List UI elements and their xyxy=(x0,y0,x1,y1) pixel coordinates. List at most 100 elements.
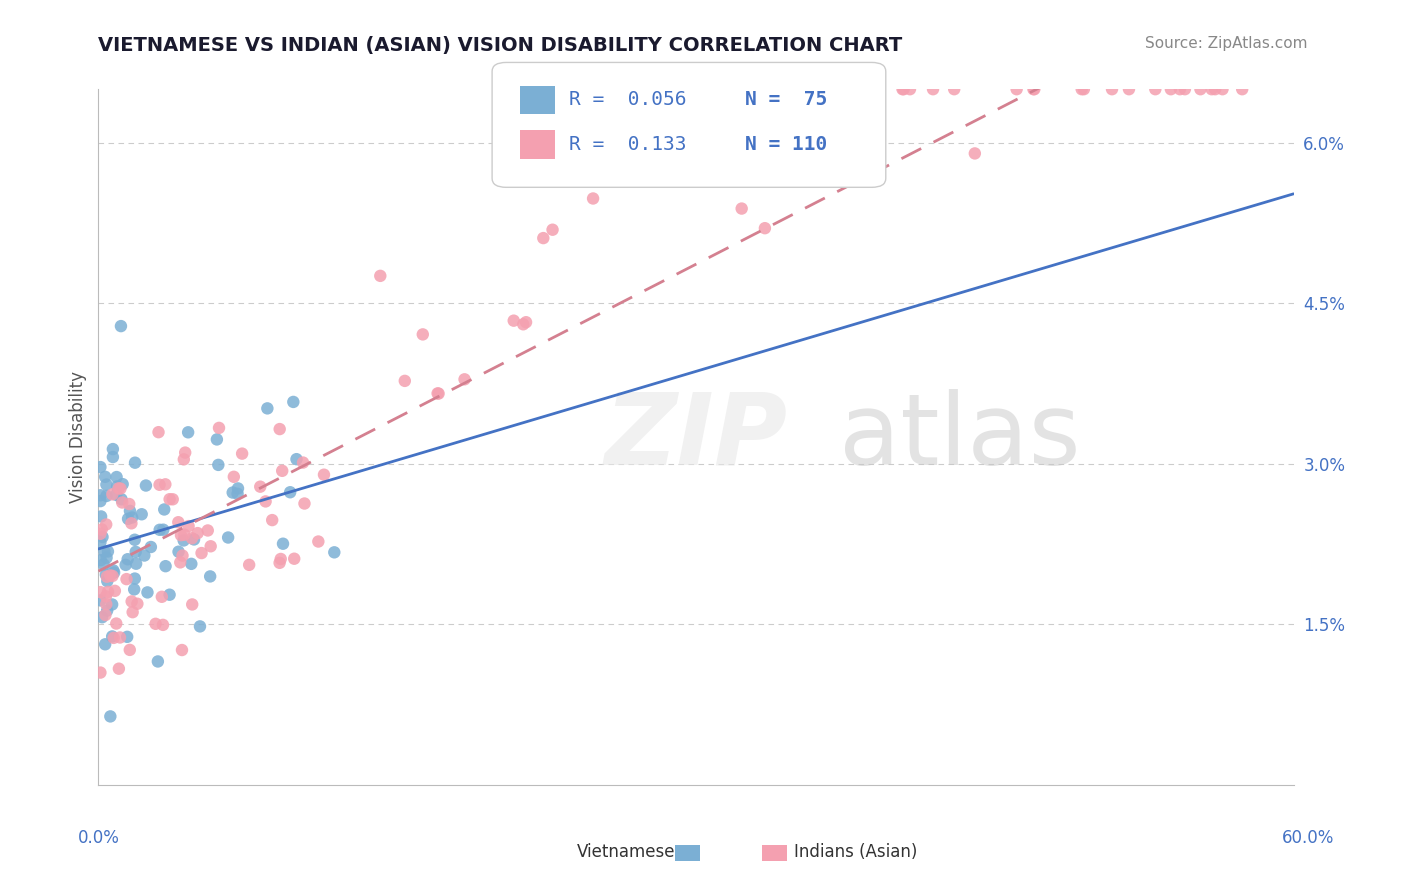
Vietnamese xyxy=(93,544,115,558)
Vietnamese xyxy=(97,544,120,558)
Indians (Asian) xyxy=(254,494,277,508)
Indians (Asian) xyxy=(1022,82,1045,96)
Indians (Asian) xyxy=(159,492,181,507)
Indians (Asian) xyxy=(222,470,245,484)
Indians (Asian) xyxy=(1070,82,1092,96)
Indians (Asian) xyxy=(96,597,118,611)
Vietnamese xyxy=(98,709,121,723)
Indians (Asian) xyxy=(145,616,167,631)
Vietnamese xyxy=(93,558,115,572)
Text: Source: ZipAtlas.com: Source: ZipAtlas.com xyxy=(1144,36,1308,51)
Indians (Asian) xyxy=(541,223,564,237)
Indians (Asian) xyxy=(173,452,195,467)
Vietnamese xyxy=(90,553,112,567)
Vietnamese xyxy=(101,630,124,644)
Indians (Asian) xyxy=(181,531,204,545)
Vietnamese xyxy=(117,512,139,526)
Indians (Asian) xyxy=(271,464,294,478)
Vietnamese xyxy=(96,477,118,491)
Indians (Asian) xyxy=(148,425,170,440)
Vietnamese xyxy=(101,598,124,612)
Text: N =  75: N = 75 xyxy=(745,90,827,110)
Indians (Asian) xyxy=(307,534,329,549)
Text: Indians (Asian): Indians (Asian) xyxy=(794,843,918,861)
Indians (Asian) xyxy=(115,572,138,586)
Indians (Asian) xyxy=(817,82,839,96)
Indians (Asian) xyxy=(1024,82,1046,96)
Vietnamese xyxy=(101,442,124,456)
Text: R =  0.056: R = 0.056 xyxy=(569,90,688,110)
Indians (Asian) xyxy=(111,495,134,509)
Vietnamese xyxy=(105,479,128,493)
Vietnamese xyxy=(89,460,111,475)
Indians (Asian) xyxy=(167,515,190,529)
Indians (Asian) xyxy=(152,618,174,632)
Vietnamese xyxy=(256,401,278,416)
Vietnamese xyxy=(285,452,308,467)
Indians (Asian) xyxy=(269,422,291,436)
Indians (Asian) xyxy=(745,82,768,96)
Vietnamese xyxy=(177,425,200,440)
Indians (Asian) xyxy=(105,616,128,631)
Vietnamese xyxy=(167,545,190,559)
Indians (Asian) xyxy=(1189,82,1212,96)
Indians (Asian) xyxy=(120,516,142,531)
Vietnamese xyxy=(117,552,139,566)
Text: ZIP: ZIP xyxy=(605,389,787,485)
Vietnamese xyxy=(226,487,249,501)
Indians (Asian) xyxy=(943,82,966,96)
Indians (Asian) xyxy=(512,318,534,332)
Indians (Asian) xyxy=(197,524,219,538)
Indians (Asian) xyxy=(731,202,754,216)
Indians (Asian) xyxy=(1174,82,1197,96)
Indians (Asian) xyxy=(174,445,197,459)
Vietnamese xyxy=(101,450,124,464)
Indians (Asian) xyxy=(754,221,776,235)
Vietnamese xyxy=(198,569,221,583)
Indians (Asian) xyxy=(200,539,222,553)
Vietnamese xyxy=(226,482,249,496)
Indians (Asian) xyxy=(94,590,117,604)
Indians (Asian) xyxy=(150,590,173,604)
Vietnamese xyxy=(159,588,181,602)
Indians (Asian) xyxy=(177,519,200,533)
Indians (Asian) xyxy=(1204,82,1226,96)
Text: N = 110: N = 110 xyxy=(745,135,827,154)
Indians (Asian) xyxy=(1005,82,1028,96)
Vietnamese xyxy=(180,557,202,571)
Indians (Asian) xyxy=(531,231,554,245)
Indians (Asian) xyxy=(1101,82,1123,96)
Indians (Asian) xyxy=(283,551,305,566)
Vietnamese xyxy=(103,563,125,577)
Indians (Asian) xyxy=(922,82,945,96)
Indians (Asian) xyxy=(269,556,291,570)
Indians (Asian) xyxy=(173,527,195,541)
Vietnamese xyxy=(115,630,138,644)
Vietnamese xyxy=(283,395,305,409)
Indians (Asian) xyxy=(101,569,124,583)
Indians (Asian) xyxy=(1168,82,1191,96)
Indians (Asian) xyxy=(893,82,915,96)
Indians (Asian) xyxy=(427,386,450,401)
Indians (Asian) xyxy=(110,482,132,496)
Vietnamese xyxy=(135,478,157,492)
Vietnamese xyxy=(114,558,136,572)
Indians (Asian) xyxy=(172,549,194,563)
Indians (Asian) xyxy=(89,585,111,599)
Vietnamese xyxy=(205,433,228,447)
Indians (Asian) xyxy=(162,492,184,507)
Indians (Asian) xyxy=(582,192,605,206)
Vietnamese xyxy=(91,610,114,624)
Indians (Asian) xyxy=(238,558,260,572)
Indians (Asian) xyxy=(891,82,914,96)
Vietnamese xyxy=(122,582,145,597)
Indians (Asian) xyxy=(89,526,111,541)
Indians (Asian) xyxy=(155,477,177,491)
Indians (Asian) xyxy=(169,555,191,569)
Indians (Asian) xyxy=(394,374,416,388)
Indians (Asian) xyxy=(270,552,292,566)
Y-axis label: Vision Disability: Vision Disability xyxy=(69,371,87,503)
Indians (Asian) xyxy=(94,607,117,622)
Indians (Asian) xyxy=(101,487,124,501)
Indians (Asian) xyxy=(453,372,475,386)
